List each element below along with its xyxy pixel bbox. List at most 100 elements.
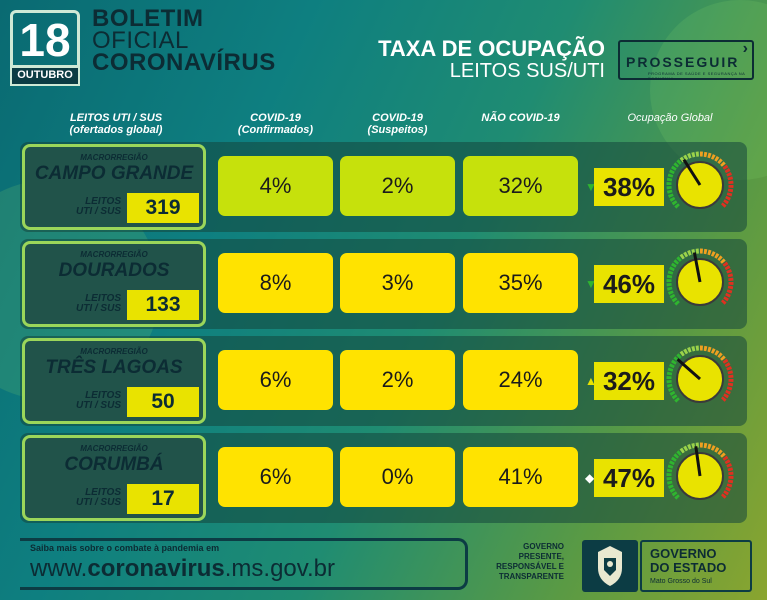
region-label: MACRORREGIÃO <box>80 250 148 259</box>
gauge-tick <box>724 362 731 368</box>
gauge-tick <box>703 345 708 352</box>
gauge-tick <box>683 154 689 161</box>
gauge-tick <box>687 250 692 256</box>
leitos-value: 133 <box>127 290 199 320</box>
leitos-label: LEITOS UTI / SUS <box>75 293 121 314</box>
gauge-tick <box>687 153 692 159</box>
gauge-tick <box>666 468 673 473</box>
gov-logo-box: GOVERNO DO ESTADO Mato Grosso do Sul <box>640 540 752 592</box>
gauge-tick <box>723 490 729 496</box>
gauge-tick <box>669 363 675 369</box>
gauge-tick <box>667 367 674 372</box>
chevron-right-icon: › <box>742 40 748 57</box>
gauge-tick <box>720 161 726 167</box>
boletim-title: BOLETIM OFICIAL CORONAVÍRUS <box>92 5 276 76</box>
region-name: DOURADOS <box>58 260 170 281</box>
gov-slogan: GOVERNO PRESENTE, RESPONSÁVEL E TRANSPAR… <box>496 542 564 581</box>
gauge-tick <box>727 382 734 387</box>
gauge-tick <box>727 479 734 484</box>
region-name: CAMPO GRANDE <box>34 163 194 184</box>
trend-down-icon: ▼ <box>585 277 597 291</box>
leitos-value: 319 <box>127 193 199 223</box>
gauge-tick <box>720 493 727 499</box>
gauge-tick <box>671 297 678 303</box>
region-card: MACRORREGIÃO TRÊS LAGOAS LEITOS UTI / SU… <box>22 338 206 424</box>
gauge-tick <box>727 370 734 375</box>
gauge-tick <box>726 366 732 371</box>
gauge-tick <box>720 396 727 402</box>
gauge-tick <box>676 450 682 456</box>
gauge-tick <box>671 359 677 365</box>
footer-url[interactable]: www.coronavirus.ms.gov.br <box>30 555 335 582</box>
gauge-tick <box>673 259 680 265</box>
gauge-tick <box>666 177 673 182</box>
gauge-tick <box>669 460 675 466</box>
gauge-tick <box>710 348 716 354</box>
nao-covid-value: 41% <box>463 447 578 507</box>
gauge-tick <box>710 251 716 257</box>
gauge-tick <box>673 453 680 459</box>
col-header-leitos: LEITOS UTI / SUS (ofertados global) <box>69 112 163 136</box>
gauge-tick <box>666 274 673 279</box>
region-name: TRÊS LAGOAS <box>45 357 183 378</box>
gauge-tick <box>674 494 680 500</box>
gauge-tick <box>669 266 675 272</box>
gauge-tick <box>722 455 729 461</box>
boletim-line1: BOLETIM <box>92 5 204 32</box>
gauge-tick <box>668 484 674 489</box>
gauge-tick <box>710 154 716 160</box>
gauge-tick <box>725 195 731 201</box>
gauge-tick <box>727 285 734 290</box>
gauge-tick <box>720 202 727 208</box>
gauge-tick <box>714 156 720 162</box>
nao-covid-value: 32% <box>463 156 578 216</box>
gauge-tick <box>669 487 676 493</box>
gauge-tick <box>679 447 685 454</box>
region-card: MACRORREGIÃO DOURADOS LEITOS UTI / SUS 1… <box>22 241 206 327</box>
gauge-tick <box>683 348 689 355</box>
gauge-tick <box>691 248 696 255</box>
region-card: MACRORREGIÃO CAMPO GRANDE LEITOS UTI / S… <box>22 144 206 230</box>
gauge-tick <box>667 173 674 178</box>
gauge-tick <box>703 151 708 158</box>
date-badge: 18 OUTUBRO <box>10 10 80 86</box>
leitos-label: LEITOS UTI / SUS <box>75 196 121 217</box>
gauge-tick <box>725 389 731 395</box>
gauge-tick <box>717 255 723 262</box>
leitos-value: 50 <box>127 387 199 417</box>
gauge-tick <box>723 199 729 205</box>
occupancy-gauge <box>666 442 734 500</box>
gauge-tick <box>669 293 676 299</box>
nao-covid-value: 24% <box>463 350 578 410</box>
gauge-needle <box>676 358 701 381</box>
gauge-tick <box>727 176 734 181</box>
gauge-tick <box>707 249 712 256</box>
gauge-needle <box>692 252 702 283</box>
gauge-tick <box>666 371 673 376</box>
gauge-tick <box>683 445 689 452</box>
col-header-suspeitos: COVID-19 (Suspeitos) <box>367 112 428 136</box>
gauge-tick <box>673 356 680 362</box>
gauge-tick <box>726 483 733 488</box>
date-day: 18 <box>10 10 80 68</box>
region-label: MACRORREGIÃO <box>80 153 148 162</box>
gauge-tick <box>671 456 677 462</box>
leitos-value: 17 <box>127 484 199 514</box>
boletim-line3: CORONAVÍRUS <box>92 49 276 76</box>
occupancy-gauge <box>666 151 734 209</box>
gauge-tick <box>671 491 678 497</box>
region-name: CORUMBÁ <box>64 454 164 475</box>
gauge-tick <box>726 192 733 197</box>
gauge-tick <box>679 156 685 163</box>
gauge-tick <box>714 253 720 259</box>
gauge-tick <box>724 459 731 465</box>
global-occupancy: 38% <box>594 168 664 206</box>
page-title: TAXA DE OCUPAÇÃO LEITOS SUS/UTI <box>378 38 605 83</box>
confirmados-value: 8% <box>218 253 333 313</box>
gov-subtitle: Mato Grosso do Sul <box>650 578 712 585</box>
occupancy-gauge <box>666 248 734 306</box>
gauge-tick <box>668 387 674 392</box>
gauge-tick <box>673 162 680 168</box>
gauge-tick <box>717 352 723 359</box>
footer-box <box>20 538 468 590</box>
